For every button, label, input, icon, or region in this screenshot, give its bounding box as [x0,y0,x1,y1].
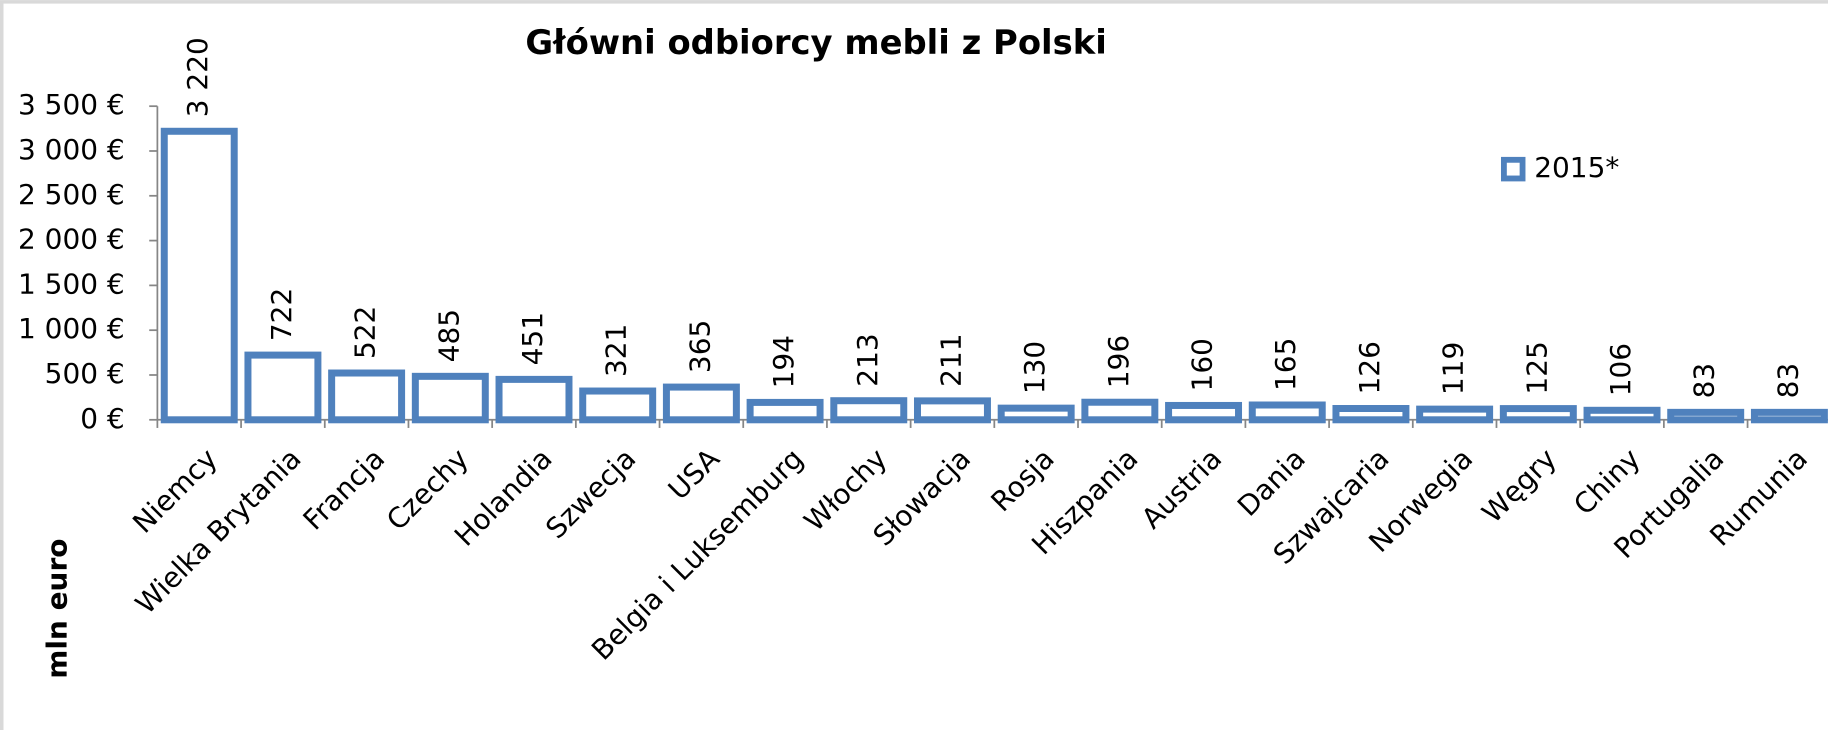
bar [746,398,824,424]
y-tick-label: 2 000 € [18,223,125,256]
data-label: 119 [1437,342,1470,395]
data-label: 196 [1102,335,1135,388]
bar [1165,401,1243,424]
bar [1248,401,1326,424]
y-tick-label: 3 500 € [18,88,125,121]
bar [1332,405,1410,424]
data-label: 106 [1604,343,1637,396]
data-label: 83 [1771,363,1804,399]
y-tick-label: 1 000 € [18,312,125,345]
data-label: 130 [1018,341,1051,394]
bar [328,369,406,424]
y-tick-label: 3 000 € [18,133,125,166]
bar [1583,406,1661,424]
y-tick-label: 2 500 € [18,178,125,211]
bar [579,387,657,424]
bar [830,397,908,424]
data-label: 211 [934,334,967,387]
bar [914,397,991,424]
bar [244,351,322,424]
legend-label: 2015* [1534,151,1619,184]
y-axis-label: mln euro [40,539,73,679]
legend-swatch [1500,156,1526,182]
data-label: 194 [767,335,800,388]
data-label: 722 [265,288,298,341]
data-label: 365 [683,320,716,373]
y-tick-label: 500 € [45,357,125,390]
bar [495,375,573,424]
data-label: 165 [1269,338,1302,391]
bar [662,383,740,424]
bar [1499,405,1577,424]
data-label: 451 [516,312,549,365]
bar [160,127,238,424]
data-label: 485 [432,309,465,362]
bar [997,404,1075,424]
bar [1416,405,1494,424]
data-label: 125 [1520,341,1553,394]
data-label: 83 [1688,363,1721,399]
data-label: 126 [1353,341,1386,394]
bar [1667,408,1745,424]
data-label: 321 [600,324,633,377]
bar [1750,408,1828,424]
data-label: 522 [349,306,382,359]
data-label: 160 [1186,338,1219,391]
bar [411,372,489,424]
data-label: 213 [851,333,884,386]
bar [1081,398,1159,424]
chart-title: Główni odbiorcy mebli z Polski [525,23,1107,62]
data-label: 3 220 [181,37,214,117]
y-tick-label: 1 500 € [18,267,125,300]
y-tick-label: 0 € [80,402,124,435]
